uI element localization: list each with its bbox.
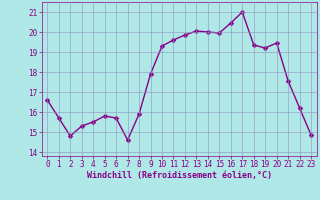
X-axis label: Windchill (Refroidissement éolien,°C): Windchill (Refroidissement éolien,°C) (87, 171, 272, 180)
